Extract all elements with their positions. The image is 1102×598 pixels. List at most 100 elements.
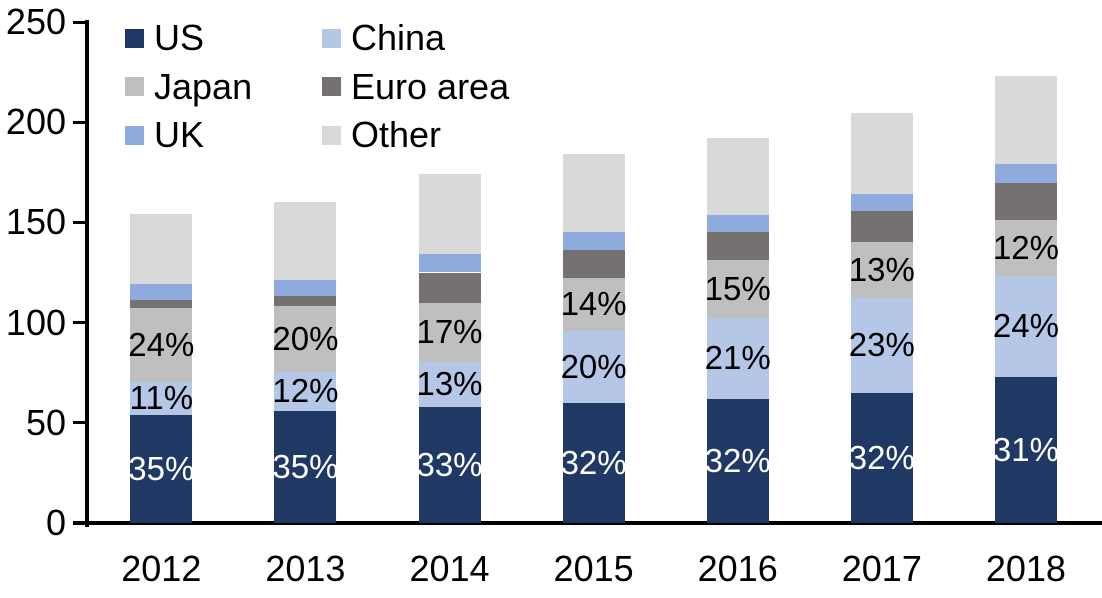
bar-segment-japan-2015 <box>562 277 625 331</box>
bar-segment-euro-area-2016 <box>706 232 769 261</box>
segment-label-us-2016: 32% <box>704 441 771 479</box>
bar-segment-uk-2017 <box>850 194 913 212</box>
bar-segment-other-2018 <box>994 76 1057 165</box>
y-axis-tick-label-100: 100 <box>5 301 66 343</box>
y-axis-tick-50 <box>73 421 85 425</box>
legend-item-us: US <box>125 18 204 58</box>
legend-swatch-japan-icon <box>125 77 144 96</box>
bar-segment-uk-2016 <box>706 215 769 233</box>
segment-label-china-2013: 12% <box>272 372 339 410</box>
x-axis-label-2012: 2012 <box>121 548 202 589</box>
bar-segment-japan-2016 <box>706 260 769 318</box>
legend-item-other: Other <box>322 115 441 155</box>
bar-segment-us-2013 <box>274 410 337 523</box>
legend-label-china: China <box>351 17 446 58</box>
segment-label-china-2012: 11% <box>129 379 194 417</box>
legend-item-euro-area: Euro area <box>322 67 509 107</box>
bar-segment-japan-2017 <box>850 242 913 298</box>
bar-segment-us-2012 <box>130 414 193 523</box>
x-axis-label-2018: 2018 <box>985 548 1066 589</box>
bar-segment-other-2012 <box>130 214 193 284</box>
bar-segment-other-2016 <box>706 138 769 216</box>
segment-label-china-2015: 20% <box>560 347 627 385</box>
bar-segment-other-2014 <box>418 174 481 255</box>
bar-segment-euro-area-2014 <box>418 272 481 303</box>
y-axis-tick-label-250: 250 <box>5 1 66 42</box>
bar-segment-china-2013 <box>274 371 337 411</box>
y-axis-line <box>85 20 89 527</box>
bar-segment-other-2015 <box>562 154 625 233</box>
y-axis-tick-label-0: 0 <box>45 502 66 543</box>
bar-segment-uk-2014 <box>418 254 481 273</box>
segment-label-us-2018: 31% <box>992 430 1059 468</box>
x-axis-label-2013: 2013 <box>265 548 346 589</box>
bar-segment-euro-area-2017 <box>850 211 913 243</box>
y-axis-tick-label-150: 150 <box>5 201 66 243</box>
legend-swatch-uk-icon <box>125 125 144 145</box>
bar-segment-euro-area-2018 <box>994 183 1057 221</box>
x-axis-line <box>73 521 1102 525</box>
segment-label-china-2018: 24% <box>992 307 1059 345</box>
x-axis-label-2014: 2014 <box>409 548 490 589</box>
y-axis-tick-label-200: 200 <box>5 101 66 143</box>
bar-segment-uk-2013 <box>274 279 337 296</box>
y-axis-tick-100 <box>73 321 85 325</box>
bar-segment-us-2018 <box>994 376 1057 523</box>
bar-segment-china-2018 <box>994 275 1057 377</box>
bar-segment-us-2016 <box>706 398 769 523</box>
segment-label-japan-2015: 14% <box>560 285 627 323</box>
legend-label-other: Other <box>351 114 442 155</box>
y-axis-tick-0 <box>73 521 85 525</box>
x-axis-label-2015: 2015 <box>553 548 634 589</box>
bar-segment-us-2015 <box>562 402 625 523</box>
bar-segment-us-2014 <box>418 406 481 523</box>
segment-label-japan-2013: 20% <box>272 319 339 357</box>
legend-label-japan: Japan <box>154 65 253 107</box>
segment-label-us-2013: 35% <box>272 447 339 485</box>
segment-label-china-2014: 13% <box>416 365 483 403</box>
segment-label-us-2012: 35% <box>128 449 195 487</box>
bar-segment-china-2012 <box>130 381 193 415</box>
y-axis-tick-250 <box>73 20 85 24</box>
segment-label-japan-2018: 12% <box>992 228 1059 266</box>
legend-label-euro-area: Euro area <box>351 65 510 107</box>
legend-swatch-euro-area-icon <box>322 77 341 96</box>
segment-label-japan-2014: 17% <box>416 313 483 351</box>
segment-label-us-2014: 33% <box>416 445 483 483</box>
bar-segment-china-2016 <box>706 317 769 399</box>
bar-segment-china-2017 <box>850 297 913 393</box>
bar-segment-japan-2012 <box>130 307 193 382</box>
bar-segment-uk-2018 <box>994 164 1057 184</box>
bar-segment-uk-2012 <box>130 283 193 300</box>
bar-segment-uk-2015 <box>562 232 625 251</box>
y-axis-tick-label-50: 50 <box>25 401 66 443</box>
bar-segment-euro-area-2015 <box>562 250 625 278</box>
segment-label-japan-2017: 13% <box>848 250 915 288</box>
x-axis-label-2016: 2016 <box>697 548 778 589</box>
segment-label-japan-2016: 15% <box>704 270 771 308</box>
segment-label-china-2017: 23% <box>848 326 915 364</box>
legend-item-japan: Japan <box>125 67 252 107</box>
bar-segment-japan-2014 <box>418 302 481 362</box>
segment-label-us-2015: 32% <box>560 443 627 481</box>
legend-swatch-us-icon <box>125 28 144 48</box>
legend-swatch-other-icon <box>322 125 341 145</box>
segment-label-japan-2012: 24% <box>128 325 195 363</box>
legend-item-uk: UK <box>125 115 204 155</box>
y-axis-tick-150 <box>73 220 85 224</box>
legend-label-us: US <box>154 17 205 58</box>
segment-label-china-2016: 21% <box>704 339 771 377</box>
bar-segment-other-2013 <box>274 202 337 280</box>
y-axis-tick-200 <box>73 120 85 124</box>
legend-label-uk: UK <box>154 114 205 155</box>
bar-segment-japan-2018 <box>994 220 1057 276</box>
legend-swatch-china-icon <box>322 28 341 48</box>
bar-segment-us-2017 <box>850 392 913 523</box>
x-axis-label-2017: 2017 <box>841 548 922 589</box>
legend-item-china: China <box>322 18 445 58</box>
bar-segment-other-2017 <box>850 113 913 195</box>
bar-segment-china-2014 <box>418 361 481 407</box>
bar-segment-euro-area-2012 <box>130 299 193 308</box>
segment-label-us-2017: 32% <box>848 438 915 476</box>
